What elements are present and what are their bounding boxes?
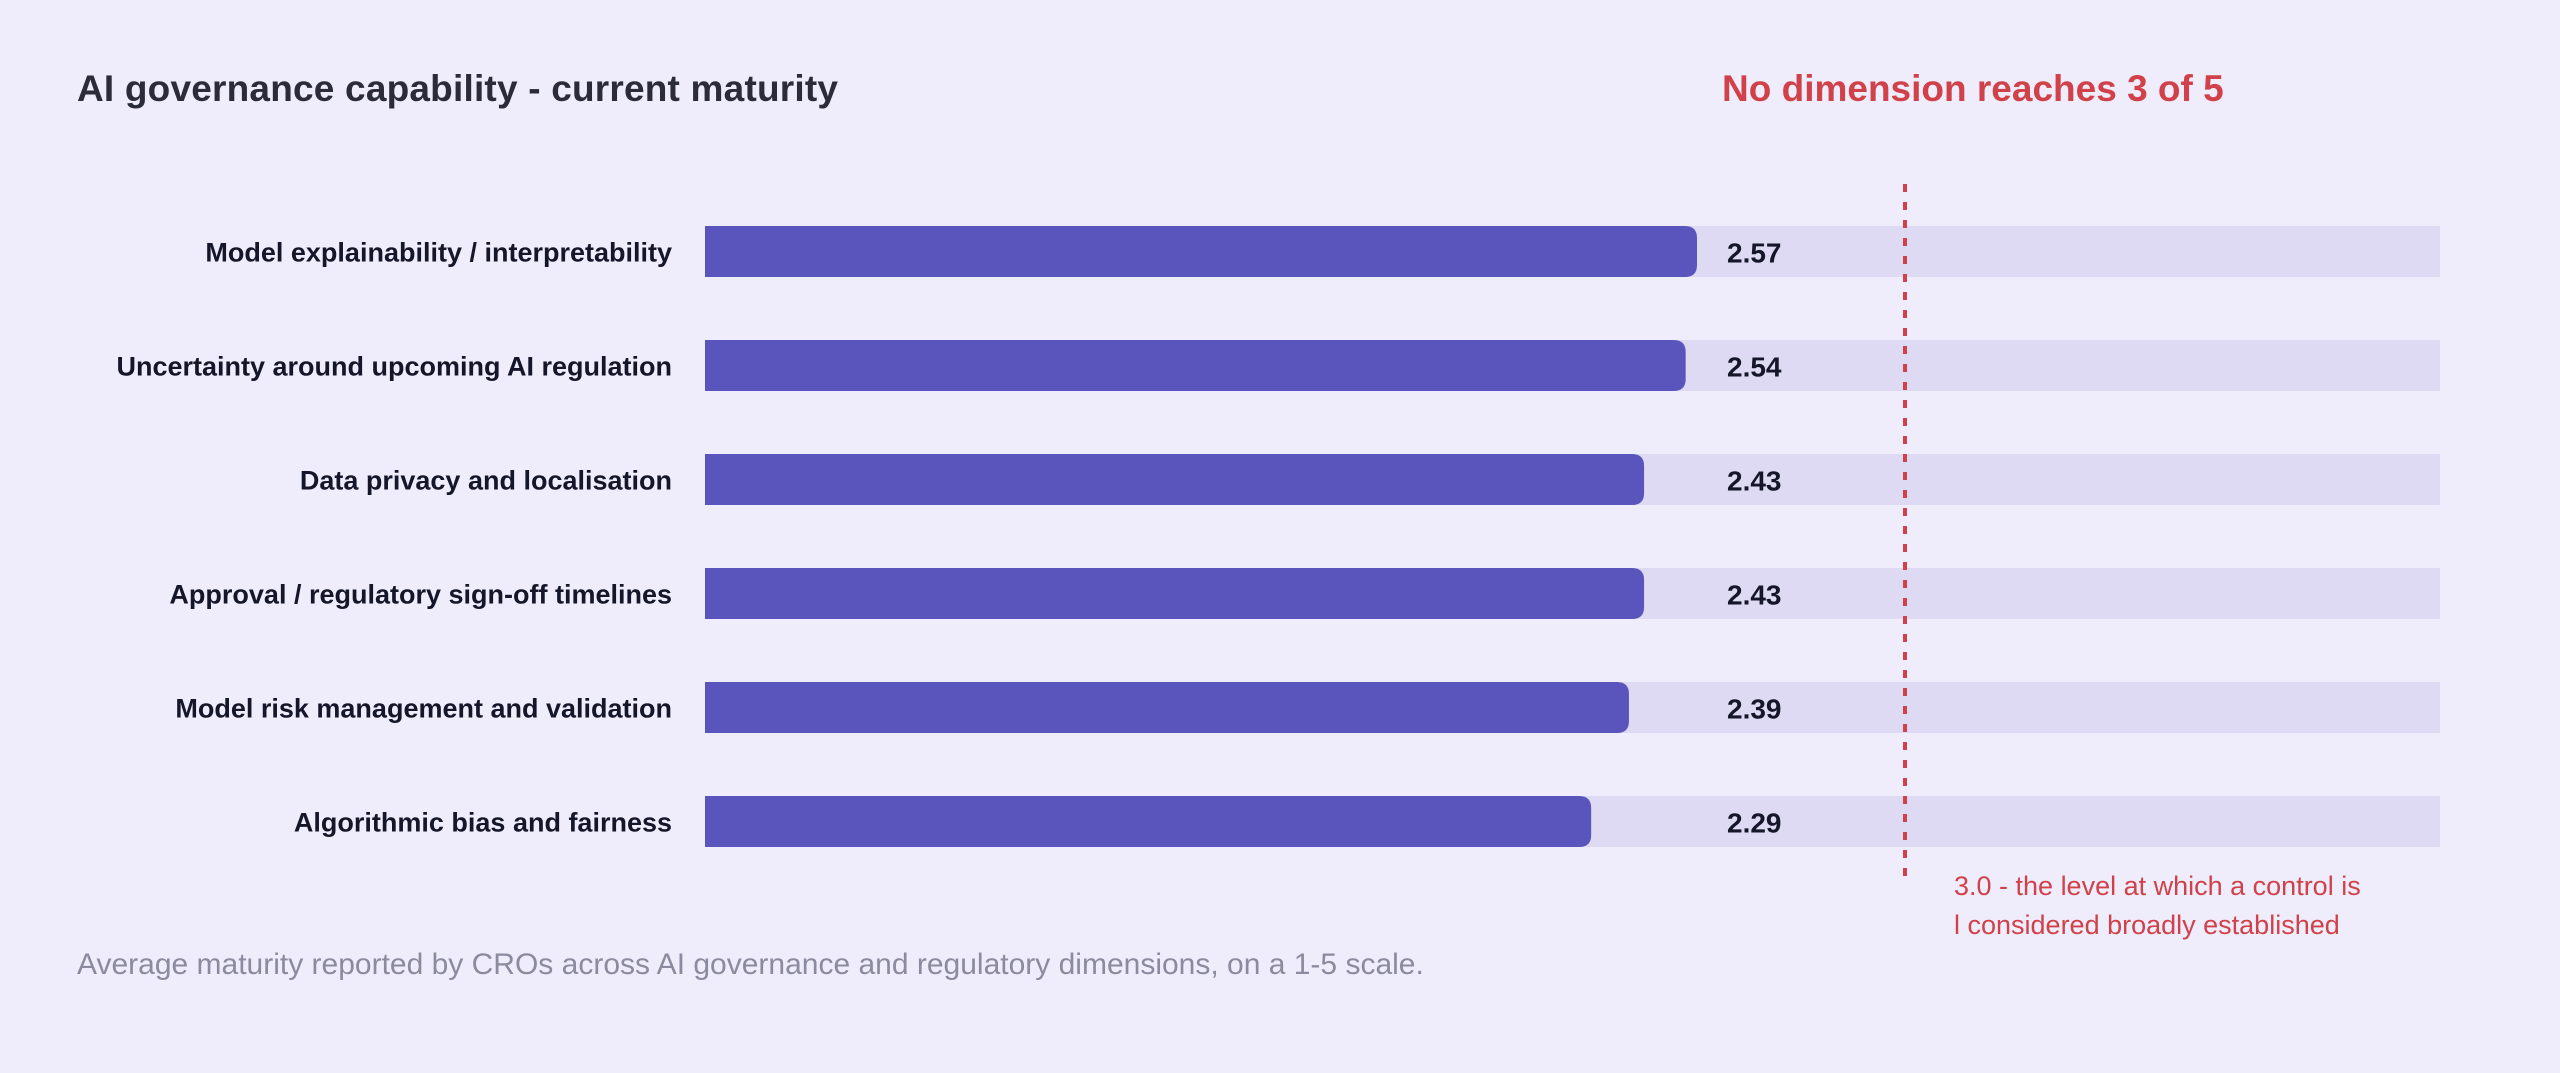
chart-headline: No dimension reaches 3 of 5: [1722, 68, 2224, 109]
category-label: Model risk management and validation: [175, 694, 672, 724]
bar: [705, 796, 1592, 847]
value-label: 2.43: [1727, 466, 1782, 497]
chart-caption: Average maturity reported by CROs across…: [77, 948, 1424, 981]
category-label: Model explainability / interpretability: [205, 238, 672, 268]
value-label: 2.29: [1727, 808, 1782, 839]
category-label: Approval / regulatory sign-off timelines: [169, 580, 672, 610]
value-label: 2.43: [1727, 580, 1782, 611]
reference-note-line: 3.0 - the level at which a control is: [1954, 871, 2361, 901]
bar: [705, 682, 1629, 733]
chart-title: AI governance capability - current matur…: [77, 68, 839, 109]
category-label: Algorithmic bias and fairness: [294, 808, 672, 838]
bar: [705, 454, 1645, 505]
bar: [705, 568, 1645, 619]
value-label: 2.54: [1727, 352, 1782, 383]
category-label: Data privacy and localisation: [300, 466, 672, 496]
value-label: 2.57: [1727, 238, 1782, 269]
bar: [705, 226, 1697, 277]
category-label: Uncertainty around upcoming AI regulatio…: [116, 352, 672, 382]
reference-note-line: l considered broadly established: [1954, 910, 2340, 940]
bar: [705, 340, 1686, 391]
value-label: 2.39: [1727, 694, 1782, 725]
